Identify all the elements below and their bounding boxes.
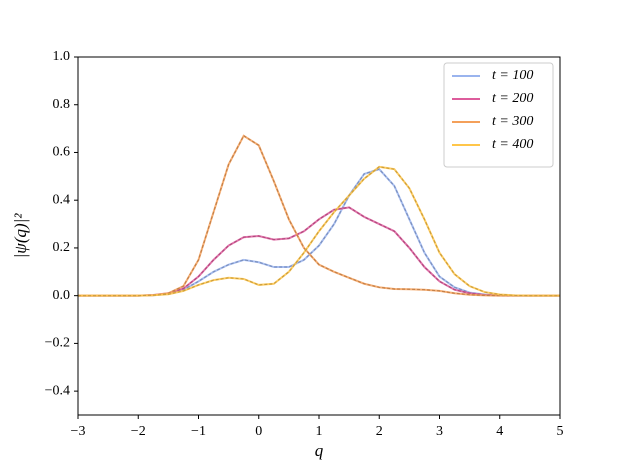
series-line xyxy=(78,206,560,297)
x-tick-label: 3 xyxy=(436,424,443,439)
x-tick-label: 1 xyxy=(316,424,323,439)
plot-frame xyxy=(77,56,561,416)
y-tick-label: 0.6 xyxy=(53,145,71,160)
legend-label: t = 400 xyxy=(492,137,533,152)
x-tick-label: 5 xyxy=(557,424,564,439)
x-tick-label: −1 xyxy=(191,424,206,439)
y-tick-label: 0.4 xyxy=(53,192,71,207)
series-line xyxy=(78,165,560,297)
y-tick-label: 0.0 xyxy=(53,288,71,303)
y-tick-label: 1.0 xyxy=(53,49,71,64)
legend-label: t = 300 xyxy=(492,114,533,129)
y-axis-label: |ψ(q)|² xyxy=(11,213,30,259)
y-tick-label: 0.8 xyxy=(53,97,71,112)
x-tick-label: 4 xyxy=(496,424,503,439)
y-tick-label: 0.2 xyxy=(53,240,71,255)
x-tick-label: −2 xyxy=(131,424,146,439)
legend-label: t = 100 xyxy=(492,68,533,83)
x-tick-label: 0 xyxy=(255,424,262,439)
legend-box xyxy=(443,62,554,168)
legend-label: t = 200 xyxy=(492,91,533,106)
x-axis-label: q xyxy=(315,441,324,460)
x-tick-label: 2 xyxy=(376,424,383,439)
series-line-dashed xyxy=(78,206,560,297)
y-tick-label: −0.2 xyxy=(45,336,70,351)
x-tick-label: −3 xyxy=(71,424,86,439)
y-tick-label: −0.4 xyxy=(45,383,70,398)
series-line-dashed xyxy=(78,166,560,297)
